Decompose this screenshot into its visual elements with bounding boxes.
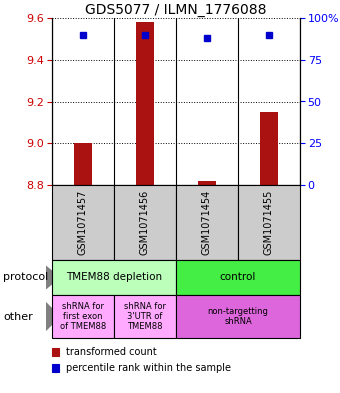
Text: GSM1071454: GSM1071454 [202, 190, 212, 255]
Text: non-targetting
shRNA: non-targetting shRNA [207, 307, 269, 326]
Bar [136, 22, 154, 185]
Polygon shape [46, 266, 60, 289]
Title: GDS5077 / ILMN_1776088: GDS5077 / ILMN_1776088 [85, 3, 267, 17]
Bar [198, 181, 216, 185]
Text: shRNA for
first exon
of TMEM88: shRNA for first exon of TMEM88 [60, 301, 106, 331]
Bar [74, 143, 92, 185]
Text: control: control [220, 272, 256, 283]
Text: GSM1071457: GSM1071457 [78, 190, 88, 255]
Text: TMEM88 depletion: TMEM88 depletion [66, 272, 162, 283]
Text: percentile rank within the sample: percentile rank within the sample [66, 363, 231, 373]
Text: other: other [3, 312, 33, 321]
Polygon shape [46, 303, 60, 330]
Text: GSM1071456: GSM1071456 [140, 190, 150, 255]
Text: protocol: protocol [3, 272, 49, 283]
Text: shRNA for
3'UTR of
TMEM88: shRNA for 3'UTR of TMEM88 [124, 301, 166, 331]
Bar [260, 112, 278, 185]
Text: GSM1071455: GSM1071455 [264, 190, 274, 255]
Text: transformed count: transformed count [66, 347, 157, 357]
